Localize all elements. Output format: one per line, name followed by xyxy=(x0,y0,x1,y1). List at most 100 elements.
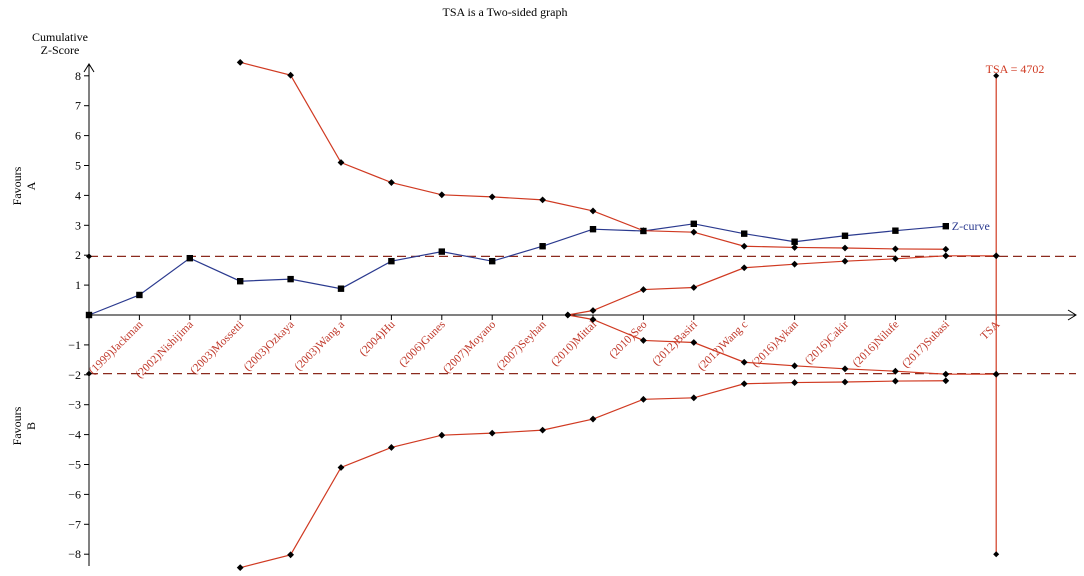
z-curve-point xyxy=(186,254,193,262)
boundary-point xyxy=(640,337,647,344)
y-tick-label: 2 xyxy=(75,248,81,262)
y-tick-label: 6 xyxy=(75,129,81,143)
z-curve-point xyxy=(589,225,597,233)
study-label: (2004)Hu xyxy=(357,318,397,358)
boundary-point xyxy=(992,252,1000,260)
boundary-point xyxy=(791,362,798,370)
boundary-point xyxy=(791,260,798,268)
z-curve-line xyxy=(88,223,946,316)
boundary-point xyxy=(640,395,647,403)
boundary-point xyxy=(841,244,849,252)
boundary-point xyxy=(942,370,950,378)
z-curve-point xyxy=(85,311,93,319)
boundary-point xyxy=(841,257,849,265)
study-label: (2003)Mossetti xyxy=(188,319,246,377)
z-curve-point xyxy=(791,238,798,245)
plot-area: Z-curve xyxy=(85,58,1076,572)
z-curve-point xyxy=(539,243,546,250)
y-tick-label: −7 xyxy=(68,517,81,531)
y-tick-label: −3 xyxy=(68,398,81,412)
boundary-start-marker xyxy=(86,370,92,377)
study-label: (2016)Nilufe xyxy=(851,319,902,370)
boundary-point xyxy=(539,196,546,204)
tsa-line-end-marker xyxy=(993,551,1000,558)
study-label: (2017)Subasi xyxy=(900,319,952,371)
favours-a-label: FavoursA xyxy=(10,166,38,205)
boundary-point xyxy=(791,244,798,251)
boundary-line xyxy=(240,61,946,250)
z-curve-point xyxy=(690,220,697,228)
z-curve-point xyxy=(841,232,849,239)
y-axis-label-line2: Z-Score xyxy=(41,43,80,57)
boundary-point xyxy=(589,316,597,323)
boundary-point xyxy=(942,245,950,253)
boundary-point xyxy=(841,378,849,386)
tsa-line-end-marker xyxy=(993,72,1000,79)
z-curve-series-label: Z-curve xyxy=(952,219,990,233)
axes: −8−7−6−5−4−3−2−112345678(1999)Jackman(20… xyxy=(68,63,1077,566)
boundary-point xyxy=(892,367,899,375)
boundary-line xyxy=(240,380,946,569)
boundary-point xyxy=(690,228,698,236)
boundary-point xyxy=(791,379,798,386)
boundary-point xyxy=(564,311,572,319)
boundary-point xyxy=(236,58,244,66)
boundary-point xyxy=(438,191,446,199)
boundary-point xyxy=(488,193,496,201)
x-axis-arrow xyxy=(1067,309,1077,321)
boundary-point xyxy=(740,264,748,272)
z-curve-point xyxy=(237,278,244,285)
favours-b-label: FavoursB xyxy=(10,406,38,445)
y-axis-arrow xyxy=(83,63,95,73)
boundary-point xyxy=(892,255,899,263)
boundary-point xyxy=(740,380,748,388)
y-tick-label: 8 xyxy=(75,69,81,83)
z-curve-point xyxy=(942,222,949,230)
study-label: (2016)Cakir xyxy=(803,319,851,367)
study-label: (2016)Aykan xyxy=(750,318,801,369)
study-label: (2007)Moyano xyxy=(441,318,498,375)
y-tick-label: −4 xyxy=(68,428,81,442)
y-tick-label: −1 xyxy=(68,338,81,352)
y-tick-label: 1 xyxy=(75,278,81,292)
study-label: (2007)Seyhan xyxy=(495,318,549,372)
boundary-line xyxy=(567,255,997,316)
boundary-point xyxy=(690,339,698,346)
boundary-point xyxy=(740,242,748,250)
z-curve-point xyxy=(892,227,899,234)
boundary-point xyxy=(690,284,698,291)
y-tick-label: 5 xyxy=(75,159,81,173)
z-curve-point xyxy=(438,248,445,255)
boundary-line xyxy=(567,314,997,375)
y-tick-label: −5 xyxy=(68,458,81,472)
boundary-start-marker xyxy=(86,253,92,260)
boundary-point xyxy=(337,159,345,166)
y-axis-label-line1: Cumulative xyxy=(32,30,88,44)
boundary-point xyxy=(992,370,1000,378)
study-label: TSA xyxy=(978,318,1002,342)
boundary-point xyxy=(640,227,647,235)
y-tick-label: −2 xyxy=(68,368,81,382)
study-label: (2006)Gunes xyxy=(397,318,448,369)
boundary-point xyxy=(488,429,496,437)
boundary-point xyxy=(337,464,345,471)
y-tick-label: −6 xyxy=(68,487,81,501)
z-curve-point xyxy=(337,285,345,292)
boundary-point xyxy=(287,71,294,79)
tsa-annotation: TSA = 4702 xyxy=(986,62,1045,76)
boundary-point xyxy=(589,307,597,314)
boundary-point xyxy=(388,444,395,451)
y-tick-label: 3 xyxy=(75,218,81,232)
boundary-point xyxy=(438,431,446,439)
study-label: (2010)Mittal xyxy=(549,319,599,369)
z-curve-point xyxy=(287,275,294,283)
study-label: (2003)Wang a xyxy=(293,319,348,374)
boundary-point xyxy=(740,358,748,366)
boundary-point xyxy=(841,365,849,373)
boundary-point xyxy=(589,207,597,215)
boundary-point xyxy=(388,179,395,186)
boundary-point xyxy=(892,245,899,253)
z-curve-point xyxy=(741,230,748,237)
boundary-point xyxy=(892,377,899,385)
study-label: (2003)Ozkaya xyxy=(242,319,297,374)
